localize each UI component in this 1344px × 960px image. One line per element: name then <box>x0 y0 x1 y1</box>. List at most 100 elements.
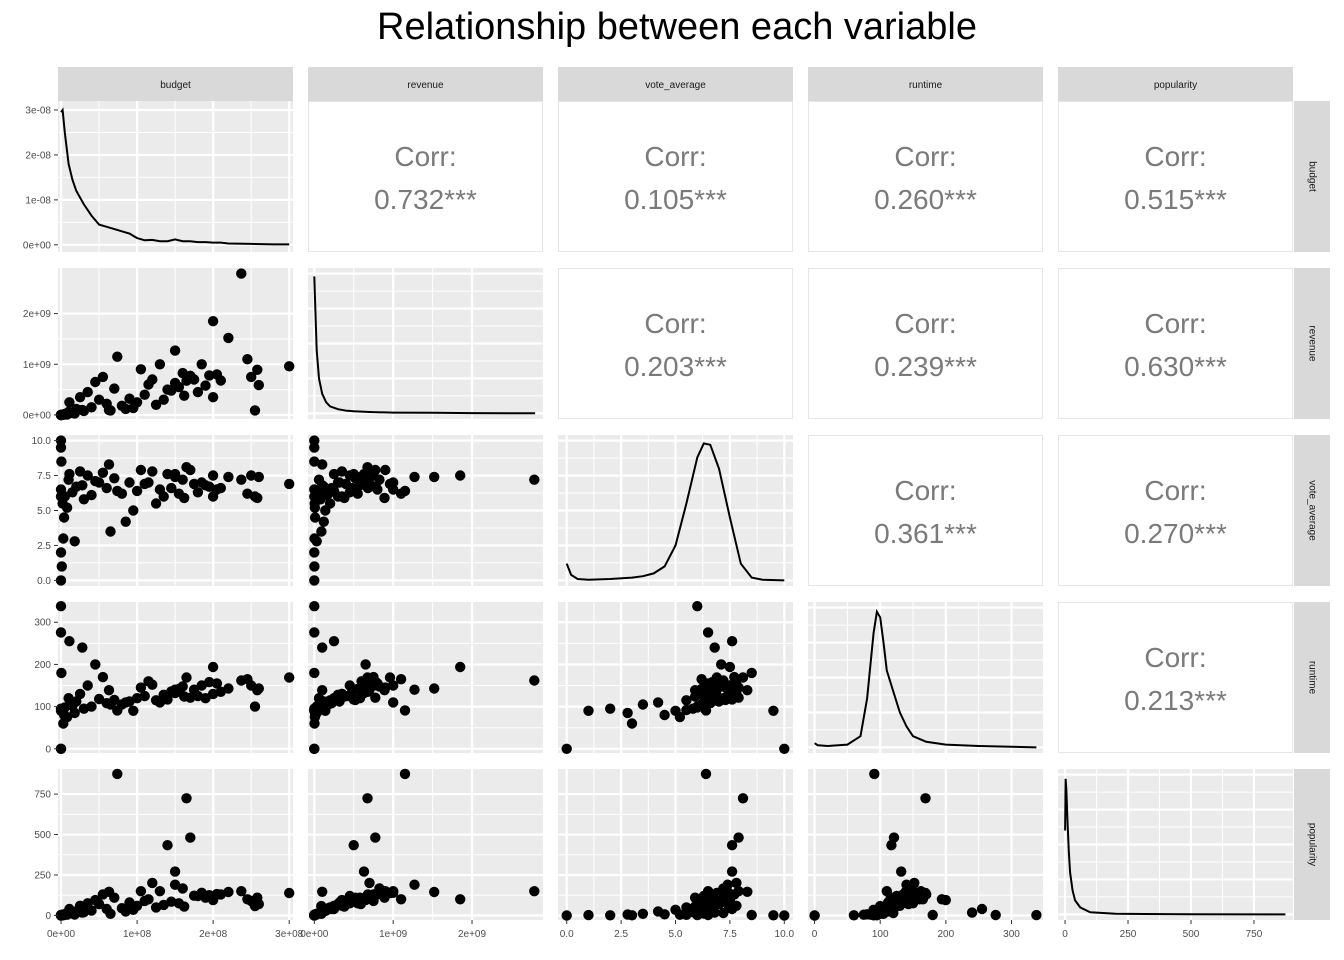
data-point <box>74 392 86 403</box>
data-point <box>112 351 123 362</box>
data-point <box>236 474 247 485</box>
data-point <box>120 516 131 527</box>
corr-label: Corr: <box>1144 141 1206 172</box>
data-point <box>364 877 375 889</box>
data-point <box>583 705 594 716</box>
corr-value: 0.203*** <box>624 351 727 382</box>
corr-panel <box>808 101 1043 252</box>
data-point <box>128 904 139 915</box>
density-line-budget <box>60 107 290 246</box>
data-point <box>709 642 720 653</box>
data-point <box>409 684 420 695</box>
data-point <box>352 898 363 909</box>
strip-label-budget: budget <box>160 80 191 91</box>
corr-label: Corr: <box>644 308 706 339</box>
data-point <box>583 909 594 921</box>
data-point <box>120 697 131 708</box>
data-point <box>561 743 572 754</box>
data-point <box>128 505 139 516</box>
data-point <box>246 680 257 691</box>
x-tick-label: 1e+08 <box>123 929 152 940</box>
data-point <box>370 692 381 703</box>
data-point <box>858 909 869 920</box>
data-point <box>689 901 701 912</box>
data-point <box>158 394 169 405</box>
strip-runtime <box>808 67 1043 101</box>
data-point <box>689 691 701 702</box>
data-point <box>399 705 411 716</box>
strip-revenue <box>308 67 543 101</box>
data-point <box>82 680 93 691</box>
data-point <box>109 892 120 903</box>
data-point <box>185 832 196 843</box>
corr-value: 0.361*** <box>874 518 977 549</box>
data-point <box>97 371 109 383</box>
data-point <box>336 466 348 477</box>
data-point <box>605 910 616 921</box>
data-point <box>388 697 399 708</box>
data-point <box>207 688 219 700</box>
strip-label-runtime: runtime <box>909 80 943 91</box>
data-point <box>246 371 257 383</box>
y-tick-label: 0 <box>45 911 51 922</box>
x-tick-label: 2e+09 <box>458 929 487 940</box>
corr-panel <box>1058 268 1293 419</box>
data-point <box>143 894 154 905</box>
data-point <box>147 466 158 477</box>
data-point <box>82 470 93 481</box>
x-tick-label: 0 <box>1062 929 1068 940</box>
data-point <box>309 667 320 679</box>
data-point <box>63 693 74 704</box>
corr-value: 0.630*** <box>1124 351 1227 382</box>
row-strip-label-budget: budget <box>1306 161 1317 192</box>
data-point <box>360 659 371 670</box>
data-point <box>55 442 67 453</box>
data-point <box>112 768 123 780</box>
data-point <box>55 627 67 638</box>
data-point <box>109 473 120 484</box>
data-point <box>652 697 664 708</box>
data-point <box>742 685 753 696</box>
data-point <box>356 477 367 488</box>
corr-label: Corr: <box>894 475 956 506</box>
data-point <box>674 711 686 723</box>
data-point <box>429 471 440 483</box>
corr-label: Corr: <box>1144 308 1206 339</box>
corr-label: Corr: <box>1144 475 1206 506</box>
data-point <box>718 907 729 919</box>
data-point <box>362 793 373 804</box>
data-point <box>78 494 90 505</box>
corr-value: 0.270*** <box>1124 518 1227 549</box>
row-strip-label-runtime: runtime <box>1306 661 1317 695</box>
data-point <box>196 477 207 488</box>
data-point <box>105 405 116 416</box>
data-point <box>154 359 166 370</box>
chart-title: Relationship between each variable <box>377 6 977 48</box>
data-point <box>139 690 150 702</box>
corr-panel <box>808 268 1043 419</box>
data-point <box>103 685 115 696</box>
data-point <box>705 686 716 697</box>
corr-panel <box>558 268 793 419</box>
data-point <box>370 890 381 901</box>
x-tick-label: 2.5 <box>614 929 628 940</box>
data-point <box>139 389 150 400</box>
data-point <box>395 894 407 905</box>
x-tick-label: 1e+09 <box>379 929 408 940</box>
data-point <box>311 536 322 547</box>
data-point <box>622 909 633 920</box>
data-point <box>309 484 320 495</box>
data-point <box>309 711 321 723</box>
data-point <box>399 768 411 780</box>
corr-panel <box>1058 435 1293 586</box>
data-point <box>368 467 379 478</box>
corr-value: 0.732*** <box>374 184 477 215</box>
y-tick-label: 1e+09 <box>23 360 52 371</box>
data-point <box>61 711 73 723</box>
data-point <box>109 383 120 394</box>
y-tick-label: 5.0 <box>37 506 51 517</box>
corr-label: Corr: <box>894 308 956 339</box>
corr-label: Corr: <box>1144 642 1206 673</box>
data-point <box>309 456 320 467</box>
y-tick-label: 0e+00 <box>23 410 52 421</box>
